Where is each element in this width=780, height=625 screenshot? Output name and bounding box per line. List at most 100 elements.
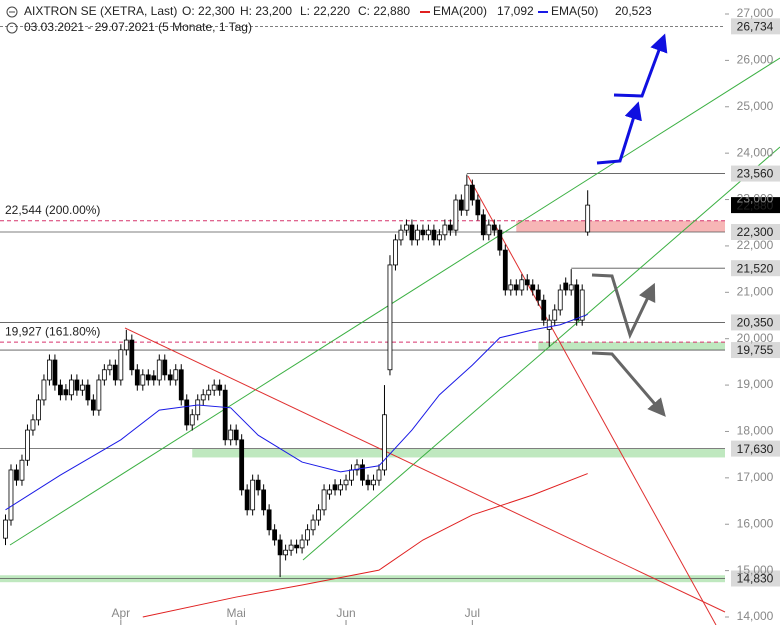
candle-body [420,229,426,236]
icon [6,6,18,18]
candle-body [415,229,420,241]
candle-body [513,284,519,291]
candle-body [69,379,74,396]
candle-body [502,249,508,291]
candle-body [382,414,387,471]
level-box [731,260,780,277]
candle-body [541,299,547,321]
candle-body [327,489,332,495]
level-box [731,224,780,241]
candle-body [30,419,36,431]
level-box [731,314,780,331]
y-tick-label: 21,000 [737,284,774,298]
quote: C: 22,880 [358,4,410,18]
candle-body [151,375,157,381]
level-label: 19,755 [737,343,774,357]
trendline [9,57,780,546]
level-label: 17,630 [737,442,774,456]
arrow [613,33,668,98]
candle-body [552,309,558,321]
candle-body [398,229,404,241]
level-box [731,18,780,35]
candle-body [568,284,574,291]
candle-body [277,539,283,556]
y-tick-label: 26,000 [737,53,774,67]
candle-body [222,389,228,441]
candle-body [321,489,327,511]
candle-body [546,319,552,330]
candle-body [228,429,234,441]
candle-body [338,484,343,491]
quote-name: C: [358,4,370,18]
candle-body [173,369,179,381]
zone [538,342,725,351]
candle-body [19,459,25,481]
y-tick-label: 23,000 [737,192,774,206]
candle-body [343,479,349,486]
candle-body [217,384,223,391]
candle-body [261,489,267,511]
quote: O: 22,300 [182,4,235,18]
candle-body [376,469,382,481]
candle-body [491,224,497,231]
y-tick-label: 19,000 [737,377,774,391]
candle-body [409,224,415,241]
candle-body [140,374,146,386]
y-tick-label: 17,000 [737,470,774,484]
candle-body [497,229,503,251]
candle-body [195,399,201,416]
candle-body [90,399,96,411]
candle-body [431,229,437,241]
trendline [302,146,780,561]
candle-body [272,529,278,541]
level-box [731,570,780,587]
trendlines [9,57,780,625]
legend-label: EMA(50) [551,4,598,18]
candle-body [79,384,85,391]
quote-value: 22,220 [313,4,350,18]
subtitle: 03.03.2021 - 29.07.2021 (5 Monate, 1 Tag… [24,20,252,34]
candle-body [486,224,492,236]
x-tick-label: Jul [465,606,480,620]
quote-name: H: [240,4,252,18]
candle-body [112,364,118,381]
candle-body [85,384,91,401]
level-label: 22,300 [737,225,774,239]
candle-body [206,389,212,396]
candle-body [480,214,486,236]
header: AIXTRON SE (XETRA, Last) O: 22,300 H: 23… [6,4,410,34]
zone [192,448,725,458]
candle-body [288,544,294,551]
title: AIXTRON SE (XETRA, Last) [24,4,177,18]
candle-body [316,509,321,521]
candle-body [145,374,151,381]
arrows [591,33,668,417]
zone [516,220,725,233]
candle-body [184,399,190,426]
candle-body [107,364,113,371]
candle-body [475,199,481,216]
quote-name: L: [300,4,310,18]
y-tick-label: 27,000 [737,6,774,20]
candle-body [294,544,299,549]
candle-body [283,549,289,556]
candle-body [118,349,124,381]
y-tick-label: 14,000 [737,609,774,623]
y-tick-label: 15,000 [737,563,774,577]
legend-value: 17,092 [497,4,534,18]
candle-body [393,239,398,266]
y-tick-label: 18,000 [737,424,774,438]
trendline [467,175,717,625]
candle-body [447,224,453,231]
axis: 26,734 23,560 22,880 22,300 21,520 20,350 19,7… [111,6,780,625]
candle-body [14,469,19,481]
y-tick-label: 24,000 [737,145,774,159]
quote: H: 23,200 [240,4,292,18]
level-label: 22,880 [737,198,774,212]
candle-body [63,389,69,396]
x-tick-label: Apr [111,606,130,620]
arrow [596,101,642,165]
quote-value: 22,300 [198,4,235,18]
candle-body [129,339,135,371]
